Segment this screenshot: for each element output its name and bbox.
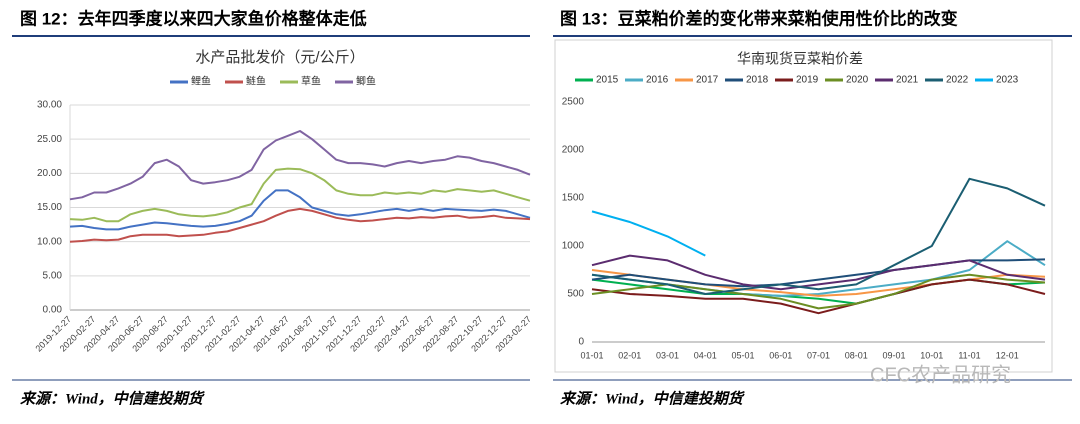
y-tick-label: 15.00: [37, 202, 62, 213]
y-tick-label: 2000: [562, 145, 585, 156]
x-tick-label: 09-01: [882, 350, 905, 360]
legend-label: 2018: [746, 75, 769, 86]
x-tick-label: 12-01: [996, 350, 1019, 360]
x-tick-label: 01-01: [580, 350, 603, 360]
x-tick-label: 07-01: [807, 350, 830, 360]
x-tick-label: 05-01: [731, 350, 754, 360]
legend-label: 2023: [996, 75, 1019, 86]
legend-label: 草鱼: [301, 75, 321, 88]
y-tick-label: 5.00: [43, 270, 63, 281]
x-tick-label: 11-01: [958, 350, 980, 360]
legend-label: 鲤鱼: [191, 75, 211, 88]
chart-frame: [554, 39, 1053, 373]
source: 来源：Wind，中信建投期货: [560, 389, 746, 407]
series-line: [69, 130, 531, 201]
x-tick-label: 04-01: [694, 350, 717, 360]
source: 来源：Wind，中信建投期货: [20, 389, 206, 407]
y-tick-label: 30.00: [37, 100, 62, 111]
series-line: [69, 189, 531, 231]
series-line: [591, 278, 1046, 315]
x-tick-label: 02-01: [618, 350, 641, 360]
y-tick-label: 2500: [562, 97, 585, 108]
figure-title: 图 12：去年四季度以来四大家鱼价格整体走低: [20, 8, 367, 28]
legend-label: 2016: [646, 75, 669, 86]
y-tick-label: 20.00: [37, 168, 62, 179]
legend-label: 鲢鱼: [246, 75, 266, 88]
y-tick-label: 500: [567, 289, 584, 300]
legend-label: 2022: [946, 75, 969, 86]
series-line: [591, 177, 1046, 295]
y-tick-label: 0: [578, 337, 584, 348]
legend-label: 2019: [796, 75, 819, 86]
legend-label: 2017: [696, 75, 719, 86]
series-line: [591, 254, 1046, 291]
x-tick-label: 10-01: [920, 350, 943, 360]
legend-label: 2015: [596, 75, 619, 86]
series-line: [591, 210, 706, 257]
legend-label: 鲫鱼: [356, 75, 376, 88]
y-tick-label: 1500: [562, 193, 585, 204]
legend-label: 2021: [896, 75, 919, 86]
chart-title: 水产品批发价（元/公斤）: [195, 49, 364, 66]
y-tick-label: 10.00: [37, 236, 62, 247]
y-tick-label: 0.00: [43, 305, 63, 316]
series-line: [69, 167, 531, 223]
watermark: CFC农产品研究: [870, 363, 1011, 386]
figure-title: 图 13：豆菜粕价差的变化带来菜粕使用性价比的改变: [560, 8, 958, 28]
x-tick-label: 06-01: [769, 350, 792, 360]
chart-title: 华南现货豆菜粕价差: [737, 51, 863, 67]
y-tick-label: 1000: [562, 241, 585, 252]
series-line: [69, 207, 531, 243]
y-tick-label: 25.00: [37, 134, 62, 145]
x-tick-label: 03-01: [656, 350, 679, 360]
legend-label: 2020: [846, 75, 869, 86]
x-tick-label: 08-01: [845, 350, 868, 360]
